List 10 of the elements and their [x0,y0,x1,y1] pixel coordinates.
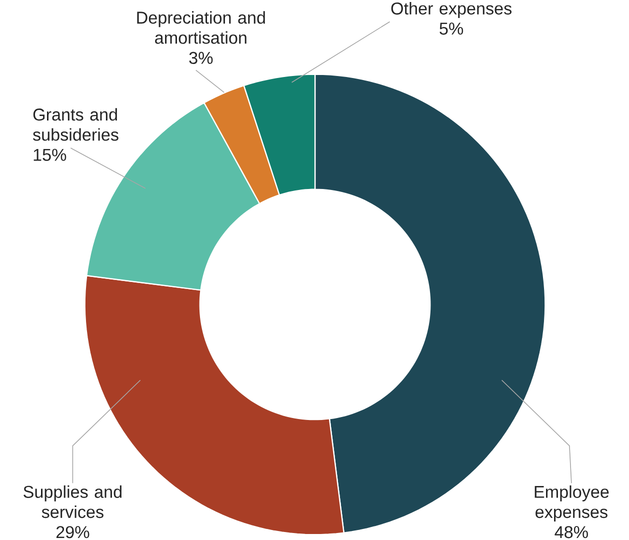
slice-label: Supplies and services [24,485,122,518]
data-label: 48% [554,526,588,538]
slice-label: Depreciation and amortisation [137,11,265,44]
slice-label: Other expenses [391,2,512,18]
slice-label: Employee expenses [534,485,609,522]
data-label: 3% [189,52,213,64]
data-label: 5% [440,22,464,35]
slice-label: Grants and subsideries [32,108,118,141]
data-label: 15% [34,148,66,161]
data-label: 29% [56,526,90,538]
